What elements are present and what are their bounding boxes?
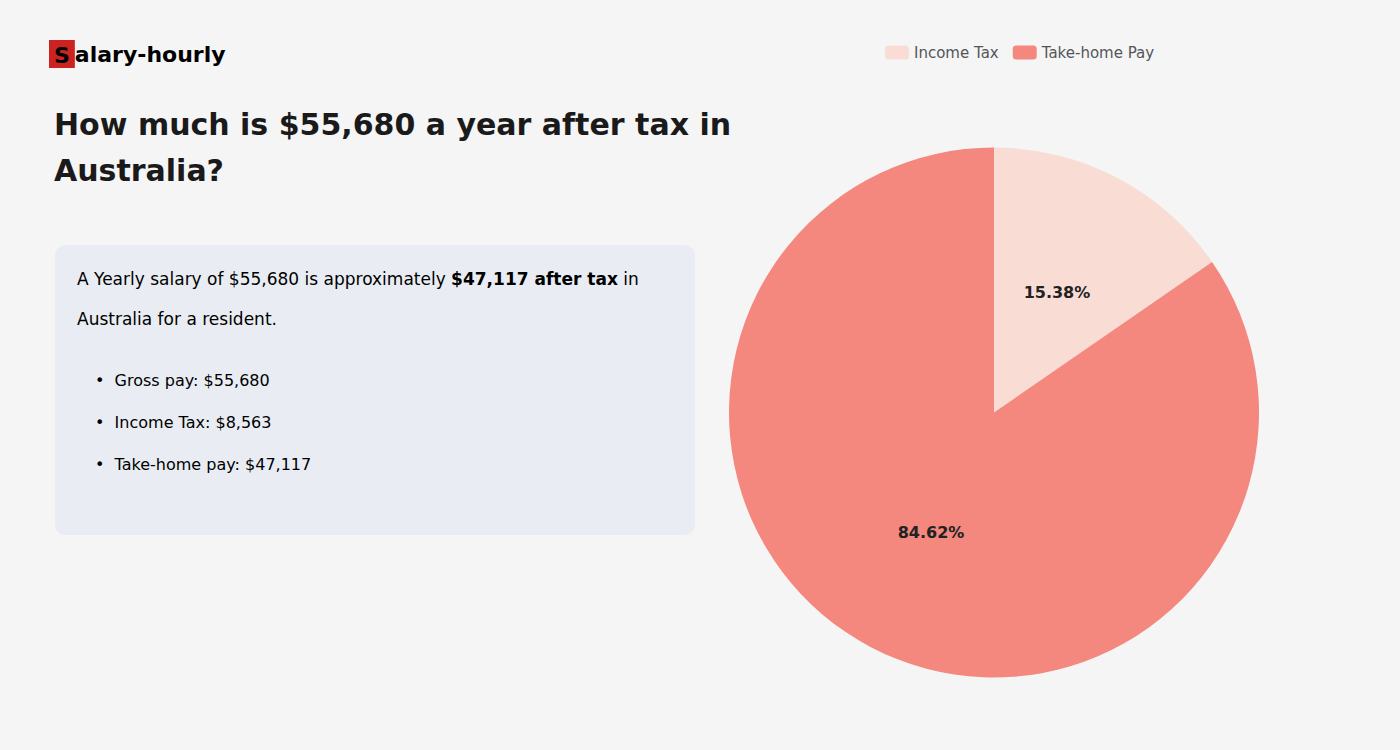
svg-text:Take-home Pay: Take-home Pay <box>1041 44 1155 62</box>
svg-text:• Income Tax: $8,563: • Income Tax: $8,563 <box>95 413 271 432</box>
svg-text:$47,117 after tax: $47,117 after tax <box>451 269 618 289</box>
svg-text:Income Tax: Income Tax <box>914 44 999 62</box>
svg-text:• Gross pay: $55,680: • Gross pay: $55,680 <box>95 371 270 390</box>
svg-text:S: S <box>54 43 70 68</box>
svg-text:in: in <box>618 269 639 289</box>
svg-text:alary-hourly: alary-hourly <box>75 42 226 67</box>
svg-text:15.38%: 15.38% <box>1024 283 1091 302</box>
svg-text:• Take-home pay: $47,117: • Take-home pay: $47,117 <box>95 455 311 474</box>
svg-text:84.62%: 84.62% <box>898 523 965 542</box>
svg-text:Australia for a resident.: Australia for a resident. <box>77 309 277 329</box>
svg-text:How much is $55,680 a year aft: How much is $55,680 a year after tax in <box>54 107 731 142</box>
svg-text:Australia?: Australia? <box>54 153 224 188</box>
svg-text:A Yearly salary of $55,680 is: A Yearly salary of $55,680 is approximat… <box>77 269 451 289</box>
